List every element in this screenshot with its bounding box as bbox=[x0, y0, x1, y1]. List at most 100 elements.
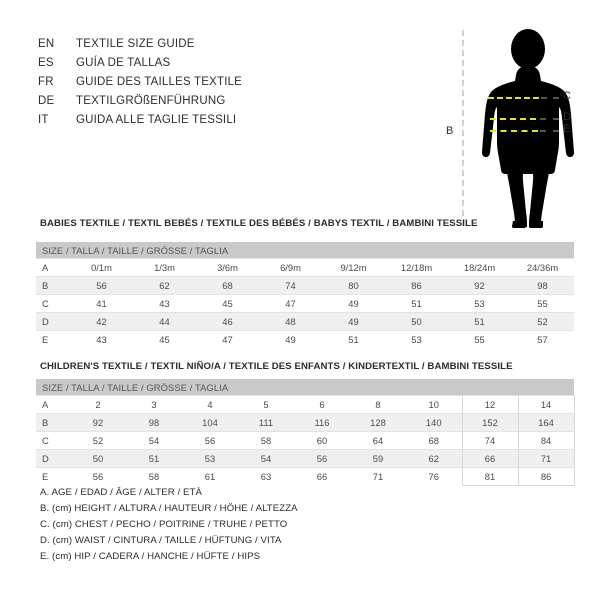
table-cell: 56 bbox=[70, 467, 126, 486]
table-cell: 49 bbox=[259, 330, 322, 348]
legend-item: E. (cm) HIP / CADERA / HANCHE / HÜFTE / … bbox=[40, 551, 261, 562]
table-cell: 10 bbox=[406, 395, 462, 414]
chest-leader-line bbox=[541, 97, 559, 99]
language-code: DE bbox=[38, 95, 55, 107]
table-cell: 48 bbox=[259, 312, 322, 331]
table-cell: 53 bbox=[182, 449, 238, 468]
language-row: ES GUÍA DE TALLAS bbox=[38, 57, 338, 76]
table-cell: 84 bbox=[517, 431, 575, 450]
table-cell: 52 bbox=[70, 431, 126, 450]
table-cell: 46 bbox=[196, 312, 259, 331]
table-cell: 1/3m bbox=[133, 258, 196, 277]
table-row: B 56 62 68 74 80 86 92 98 bbox=[36, 276, 575, 295]
row-label: D bbox=[36, 449, 70, 468]
language-title-list: EN TEXTILE SIZE GUIDE ES GUÍA DE TALLAS FR GU… bbox=[38, 38, 338, 133]
table-cell: 47 bbox=[196, 330, 259, 348]
row-label: B bbox=[36, 413, 70, 432]
row-label: E bbox=[36, 330, 70, 348]
table-cell: 98 bbox=[511, 276, 575, 295]
table-cell: 86 bbox=[385, 276, 448, 295]
table-cell: 4 bbox=[182, 395, 238, 414]
language-row: IT GUIDA ALLE TAGLIE TESSILI bbox=[38, 114, 338, 133]
table-cell: 2 bbox=[70, 395, 126, 414]
table-group-header-row: SIZE / TALLA / TAILLE / GRÖSSE / TAGLIA bbox=[36, 379, 575, 396]
table-cell: 111 bbox=[238, 413, 294, 432]
table-cell: 43 bbox=[70, 330, 133, 348]
table-cell: 53 bbox=[385, 330, 448, 348]
child-silhouette-icon bbox=[481, 29, 575, 228]
table-cell: 56 bbox=[182, 431, 238, 450]
children-section-title: CHILDREN'S TEXTILE / TEXTIL NIÑO/A / TEX… bbox=[40, 361, 513, 372]
table-cell: 59 bbox=[350, 449, 406, 468]
table-cell: 64 bbox=[350, 431, 406, 450]
table-cell: 54 bbox=[126, 431, 182, 450]
table-row: D 50 51 53 54 56 59 62 66 71 bbox=[36, 449, 575, 468]
table-cell: 61 bbox=[182, 467, 238, 486]
children-size-table: SIZE / TALLA / TAILLE / GRÖSSE / TAGLIA A… bbox=[36, 379, 575, 486]
language-row: DE TEXTILGRÖßENFÜHRUNG bbox=[38, 95, 338, 114]
waist-label-d: D bbox=[563, 111, 571, 123]
height-label-b: B bbox=[446, 125, 454, 137]
size-group-header: SIZE / TALLA / TAILLE / GRÖSSE / TAGLIA bbox=[36, 242, 575, 259]
table-cell: 3/6m bbox=[196, 258, 259, 277]
waist-leader-line bbox=[540, 118, 559, 120]
table-cell: 52 bbox=[511, 312, 575, 331]
row-label: C bbox=[36, 431, 70, 450]
table-cell: 57 bbox=[511, 330, 575, 348]
babies-section-title: BABIES TEXTILE / TEXTIL BEBÉS / TEXTILE … bbox=[40, 218, 478, 229]
row-label: E bbox=[36, 467, 70, 486]
table-cell: 49 bbox=[322, 312, 385, 331]
hip-label-e: E bbox=[563, 123, 571, 135]
table-row: C 41 43 45 47 49 51 53 55 bbox=[36, 294, 575, 313]
table-row: A 0/1m 1/3m 3/6m 6/9m 9/12m 12/18m 18/24m 24/36m bbox=[36, 258, 575, 277]
legend-item: D. (cm) WAIST / CINTURA / TAILLE / HÜFTU… bbox=[40, 535, 282, 546]
table-cell: 98 bbox=[126, 413, 182, 432]
language-row: EN TEXTILE SIZE GUIDE bbox=[38, 38, 338, 57]
legend-item: C. (cm) CHEST / PECHO / POITRINE / TRUHE… bbox=[40, 519, 288, 530]
table-cell: 8 bbox=[350, 395, 406, 414]
language-code: IT bbox=[38, 114, 49, 126]
table-row: B 92 98 104 111 116 128 140 152 164 bbox=[36, 413, 575, 432]
table-cell: 18/24m bbox=[448, 258, 511, 277]
language-title: TEXTILGRÖßENFÜHRUNG bbox=[76, 95, 226, 107]
table-cell: 63 bbox=[238, 467, 294, 486]
legend-item: A. AGE / EDAD / ÂGE / ALTER / ETÀ bbox=[40, 487, 202, 498]
waist-measure-line bbox=[490, 118, 536, 120]
table-cell: 53 bbox=[448, 294, 511, 313]
table-cell: 14 bbox=[517, 395, 575, 414]
table-cell: 43 bbox=[133, 294, 196, 313]
table-cell: 140 bbox=[406, 413, 462, 432]
table-cell: 50 bbox=[385, 312, 448, 331]
table-group-header-row: SIZE / TALLA / TAILLE / GRÖSSE / TAGLIA bbox=[36, 242, 575, 259]
table-cell: 71 bbox=[517, 449, 575, 468]
table-cell: 49 bbox=[322, 294, 385, 313]
language-code: FR bbox=[38, 76, 54, 88]
measurement-legend: A. AGE / EDAD / ÂGE / ALTER / ETÀ B. (cm)… bbox=[40, 487, 298, 567]
language-title: GUÍA DE TALLAS bbox=[76, 57, 171, 69]
table-cell: 86 bbox=[517, 467, 575, 486]
height-dashed-line bbox=[462, 30, 464, 226]
table-cell: 54 bbox=[238, 449, 294, 468]
table-cell: 51 bbox=[448, 312, 511, 331]
table-cell: 76 bbox=[406, 467, 462, 486]
table-row: A 2 3 4 5 6 8 10 12 14 bbox=[36, 395, 575, 414]
table-cell: 3 bbox=[126, 395, 182, 414]
language-title: TEXTILE SIZE GUIDE bbox=[76, 38, 195, 50]
table-cell: 58 bbox=[238, 431, 294, 450]
table-cell: 47 bbox=[259, 294, 322, 313]
table-cell: 164 bbox=[517, 413, 575, 432]
chest-label-c: C bbox=[563, 90, 571, 102]
row-label: A bbox=[36, 395, 70, 414]
hip-leader-line bbox=[540, 130, 559, 132]
table-cell: 44 bbox=[133, 312, 196, 331]
table-cell: 68 bbox=[196, 276, 259, 295]
row-label: D bbox=[36, 312, 70, 331]
table-cell: 51 bbox=[322, 330, 385, 348]
table-cell: 104 bbox=[182, 413, 238, 432]
table-row: E 43 45 47 49 51 53 55 57 bbox=[36, 330, 575, 348]
table-row: C 52 54 56 58 60 64 68 74 84 bbox=[36, 431, 575, 450]
language-title: GUIDA ALLE TAGLIE TESSILI bbox=[76, 114, 237, 126]
language-code: EN bbox=[38, 38, 55, 50]
table-cell: 60 bbox=[294, 431, 350, 450]
table-cell: 152 bbox=[461, 413, 519, 432]
